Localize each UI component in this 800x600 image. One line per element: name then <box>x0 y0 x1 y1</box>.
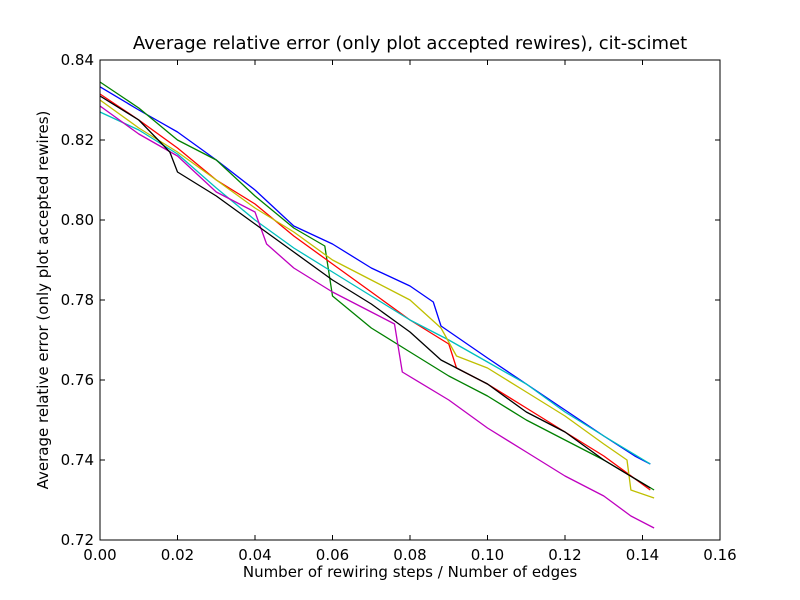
x-tick-label-3: 0.06 <box>316 546 349 564</box>
ticks-layer: 0.00 0.02 0.04 0.06 0.08 0.10 0.12 0.14 0.16 0.72… <box>61 51 737 564</box>
y-tick-label-5: 0.82 <box>61 131 94 149</box>
x-tick-label-0: 0.00 <box>83 546 116 564</box>
x-tick-label-8: 0.16 <box>703 546 736 564</box>
x-tick-label-1: 0.02 <box>161 546 194 564</box>
y-tick-label-6: 0.84 <box>61 51 94 69</box>
series-line-6 <box>99 95 651 489</box>
x-tick-label-4: 0.08 <box>393 546 426 564</box>
y-tick-label-1: 0.74 <box>61 451 94 469</box>
series-layer <box>99 81 655 529</box>
series-line-2 <box>99 93 651 491</box>
y-tick-label-4: 0.80 <box>61 211 94 229</box>
series-line-0 <box>99 86 651 465</box>
series-line-5 <box>99 99 655 499</box>
x-axis-label: Number of rewiring steps / Number of edg… <box>243 563 577 581</box>
y-tick-label-0: 0.72 <box>61 531 94 549</box>
x-tick-label-5: 0.10 <box>471 546 504 564</box>
y-tick-label-3: 0.78 <box>61 291 94 309</box>
series-line-1 <box>99 81 655 491</box>
y-axis-label: Average relative error (only plot accept… <box>34 111 52 490</box>
x-tick-label-2: 0.04 <box>238 546 271 564</box>
series-line-4 <box>99 105 655 529</box>
y-tick-label-2: 0.76 <box>61 371 94 389</box>
chart-title: Average relative error (only plot accept… <box>133 33 687 54</box>
x-tick-label-6: 0.12 <box>548 546 581 564</box>
series-line-3 <box>99 111 651 465</box>
x-tick-label-7: 0.14 <box>626 546 659 564</box>
